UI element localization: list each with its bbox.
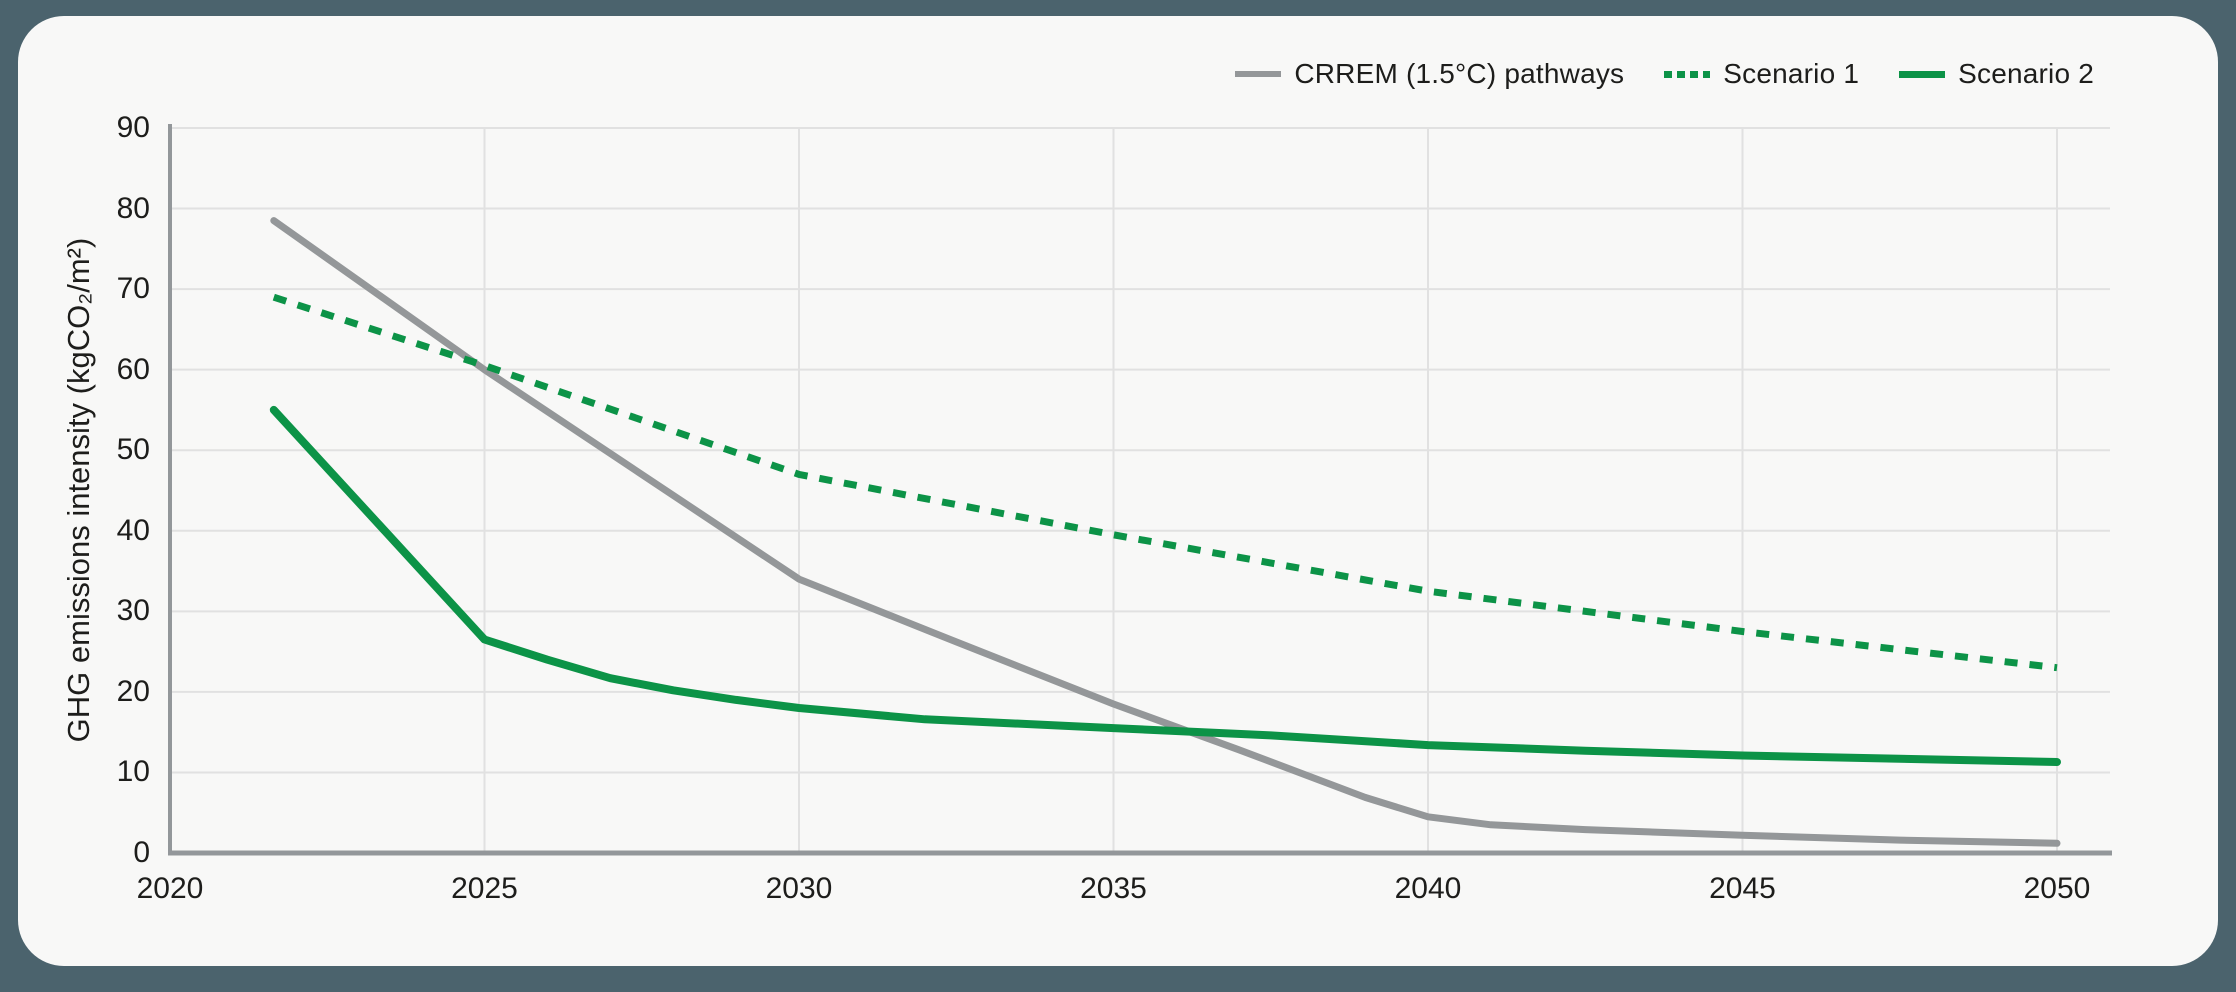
legend-label-scenario-2: Scenario 2 [1958, 58, 2094, 89]
legend-swatch-crrem-line [1235, 71, 1282, 77]
x-tick-label: 2025 [451, 872, 518, 905]
legend-label-crrem: CRREM (1.5°C) pathways [1294, 58, 1625, 89]
series-line-crrem-1-5-c-pathways [270, 217, 2061, 847]
series-line-scenario-2 [269, 405, 2061, 766]
y-tick-label: 70 [116, 272, 150, 306]
legend-swatch-scenario-2-line [1899, 70, 1946, 78]
legend-label-scenario-1: Scenario 1 [1723, 58, 1860, 89]
x-tick-label: 2040 [1394, 872, 1462, 905]
y-tick-label: 90 [116, 111, 150, 144]
chart-card [18, 16, 2218, 966]
y-tick-label: 10 [116, 755, 150, 789]
x-tick-label: 2020 [136, 872, 204, 905]
x-tick-label: 2035 [1080, 872, 1147, 905]
y-axis-title: GHG emissions intensity (kgCO₂/m²) [61, 237, 96, 743]
legend-item-scenario-1: Scenario 1 [1664, 58, 1859, 90]
x-tick-label: 2050 [2023, 872, 2091, 905]
legend: CRREM (1.5°C) pathways Scenario 1 Scenar… [1235, 58, 2094, 90]
y-tick-label: 80 [116, 191, 150, 225]
legend-swatch-scenario-1-dotted-line [1664, 70, 1711, 78]
y-tick-label: 30 [116, 594, 150, 628]
legend-item-scenario-2: Scenario 2 [1899, 58, 2094, 90]
y-tick-label: 20 [116, 674, 150, 708]
y-tick-label: 0 [133, 836, 150, 869]
x-tick-label: 2030 [765, 872, 833, 905]
series-line-scenario-1 [272, 293, 2058, 672]
x-tick-label: 2045 [1709, 872, 1776, 905]
y-tick-label: 40 [116, 513, 150, 547]
legend-item-crrem-pathways: CRREM (1.5°C) pathways [1235, 58, 1624, 90]
y-tick-label: 50 [116, 433, 150, 467]
y-tick-label: 60 [116, 352, 150, 386]
